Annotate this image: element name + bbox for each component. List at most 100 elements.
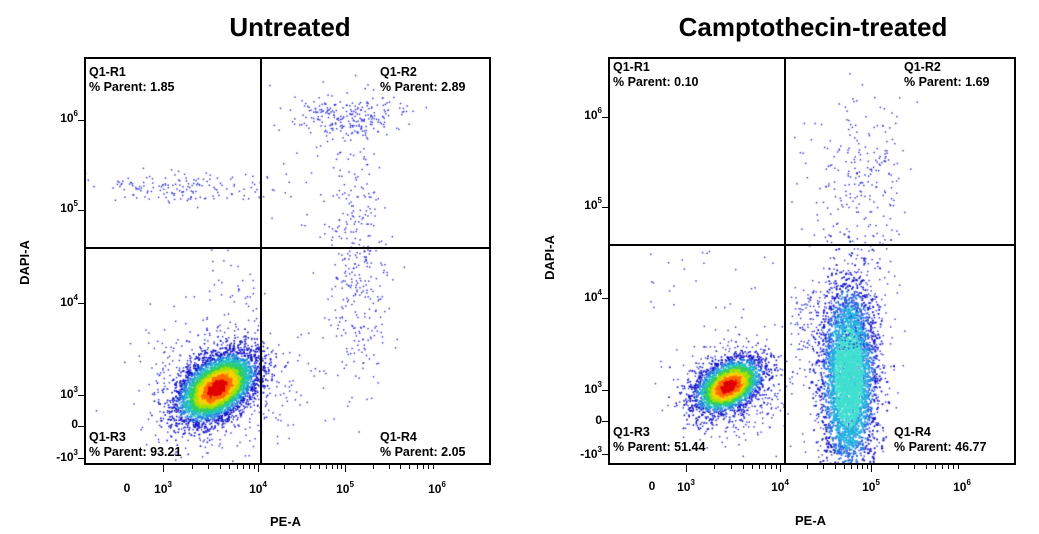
tick-mark xyxy=(78,303,84,304)
tick-mark xyxy=(898,465,900,469)
scatter-plot-untreated: Q1-R1 % Parent: 1.85 Q1-R2 % Parent: 2.8… xyxy=(84,57,491,465)
x-tick-label: 103 xyxy=(154,480,172,496)
quadrant-label-q1-r2: Q1-R2 % Parent: 2.89 xyxy=(380,65,466,94)
tick-mark xyxy=(310,465,312,469)
tick-mark xyxy=(428,465,430,469)
quadrant-label-q1-r1: Q1-R1 % Parent: 0.10 xyxy=(613,60,699,89)
tick-mark xyxy=(602,390,608,391)
tick-mark xyxy=(299,465,301,469)
gate-horizontal xyxy=(610,244,1014,246)
tick-mark xyxy=(953,465,955,469)
tick-mark xyxy=(914,465,916,469)
tick-mark xyxy=(78,426,84,427)
tick-mark xyxy=(229,465,231,469)
chart-title-untreated: Untreated xyxy=(229,12,351,42)
x-tick-label: 104 xyxy=(249,480,267,496)
quadrant-label-q1-r2: Q1-R2 % Parent: 1.69 xyxy=(904,60,990,89)
tick-mark xyxy=(409,465,411,469)
y-tick-label: 104 xyxy=(584,288,602,304)
y-tick-label: 106 xyxy=(60,109,78,125)
y-tick-label: 103 xyxy=(60,385,78,401)
tick-mark xyxy=(331,465,333,469)
x-tick-label: 103 xyxy=(677,478,695,494)
tick-mark xyxy=(372,465,374,469)
tick-mark xyxy=(432,465,434,469)
x-tick-label: 0 xyxy=(648,479,656,493)
y-tick-label: 103 xyxy=(584,380,602,396)
tick-mark xyxy=(388,465,390,469)
tick-mark xyxy=(602,421,608,422)
tick-mark xyxy=(336,465,338,469)
quadrant-label-q1-r1: Q1-R1 % Parent: 1.85 xyxy=(89,65,175,94)
tick-mark xyxy=(191,465,193,469)
tick-mark xyxy=(602,207,608,208)
gate-vertical xyxy=(260,59,262,463)
tick-mark xyxy=(602,454,608,455)
y-tick-label: 106 xyxy=(584,106,602,122)
tick-mark xyxy=(765,465,767,469)
tick-mark xyxy=(834,465,836,469)
tick-mark xyxy=(686,465,687,472)
tick-mark xyxy=(422,465,424,469)
tick-mark xyxy=(742,465,744,469)
tick-mark xyxy=(602,117,608,118)
tick-mark xyxy=(751,465,753,469)
scatter-plot-camptothecin: Q1-R1 % Parent: 0.10 Q1-R2 % Parent: 1.6… xyxy=(608,57,1016,465)
y-axis-label: DAPI-A xyxy=(16,240,32,285)
y-tick-label: -103 xyxy=(56,448,78,464)
y-tick-label: 104 xyxy=(60,293,78,309)
x-tick-label: 0 xyxy=(123,481,131,495)
x-tick-label: 106 xyxy=(428,480,446,496)
tick-mark xyxy=(345,465,346,472)
tick-mark xyxy=(775,465,777,469)
tick-mark xyxy=(780,465,781,472)
y-tick-label: 105 xyxy=(584,196,602,212)
y-axis-label: DAPI-A xyxy=(541,235,557,280)
y-tick-label: 0 xyxy=(71,417,78,431)
tick-mark xyxy=(871,465,872,472)
tick-mark xyxy=(208,465,210,469)
x-tick-label: 105 xyxy=(862,478,880,494)
tick-mark xyxy=(941,465,943,469)
tick-mark xyxy=(770,465,772,469)
tick-mark xyxy=(730,465,732,469)
tick-mark xyxy=(284,465,286,469)
y-tick-label: 105 xyxy=(60,199,78,215)
x-tick-label: 104 xyxy=(771,478,789,494)
tick-mark xyxy=(400,465,402,469)
y-tick-label: 0 xyxy=(595,413,602,427)
tick-mark xyxy=(253,465,255,469)
tick-mark xyxy=(925,465,927,469)
y-tick-label: -103 xyxy=(580,445,602,461)
tick-mark xyxy=(843,465,845,469)
tick-mark xyxy=(823,465,825,469)
tick-mark xyxy=(258,465,259,472)
tick-mark xyxy=(78,120,84,121)
tick-mark xyxy=(850,465,852,469)
x-tick-label: 105 xyxy=(336,480,354,496)
tick-mark xyxy=(78,395,84,396)
quadrant-label-q1-r4: Q1-R4 % Parent: 46.77 xyxy=(894,425,987,454)
x-axis-label: PE-A xyxy=(795,513,827,528)
chart-title-camptothecin: Camptothecin-treated xyxy=(678,12,948,42)
tick-mark xyxy=(243,465,245,469)
tick-mark xyxy=(862,465,864,469)
tick-mark xyxy=(325,465,327,469)
tick-mark xyxy=(236,465,238,469)
tick-mark xyxy=(78,210,84,211)
gate-vertical xyxy=(784,59,786,463)
tick-mark xyxy=(759,465,761,469)
tick-mark xyxy=(318,465,320,469)
density-dots-camptothecin xyxy=(610,59,1014,463)
tick-mark xyxy=(220,465,222,469)
tick-mark xyxy=(866,465,868,469)
tick-mark xyxy=(163,465,164,472)
x-tick-label: 106 xyxy=(953,478,971,494)
tick-mark xyxy=(714,465,716,469)
tick-mark xyxy=(947,465,949,469)
x-axis-label: PE-A xyxy=(270,514,302,529)
tick-mark xyxy=(248,465,250,469)
tick-mark xyxy=(416,465,418,469)
tick-mark xyxy=(807,465,809,469)
tick-mark xyxy=(341,465,343,469)
